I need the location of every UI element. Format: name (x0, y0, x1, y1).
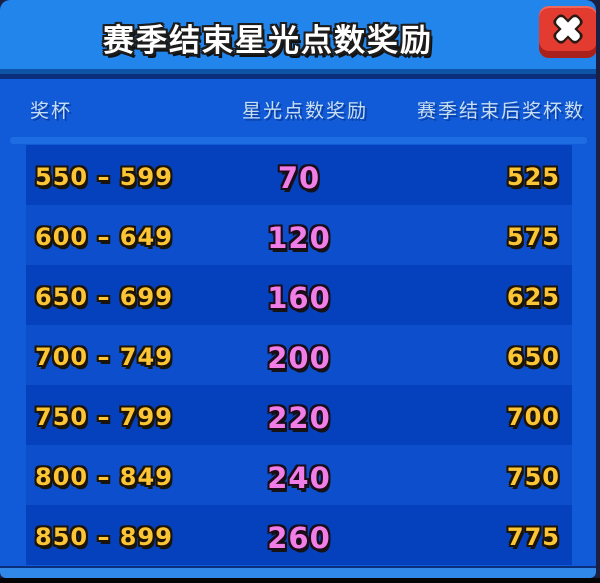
trophies-after-season: 625 (506, 283, 560, 312)
table-top-highlight (10, 137, 587, 144)
trophy-range: 750 – 799 (35, 403, 173, 432)
star-point-reward: 160 (267, 281, 331, 315)
table-row: 700 – 749 200 650 (26, 325, 572, 385)
table-header-row: 奖杯 星光点数奖励 赛季结束后奖杯数 (0, 96, 596, 126)
trophy-range: 550 – 599 (35, 163, 173, 192)
trophies-after-season: 775 (506, 523, 560, 552)
trophy-range: 600 – 649 (35, 223, 173, 252)
titlebar-divider-top (0, 69, 596, 74)
close-x-icon (550, 11, 586, 47)
screen-bottom-strip (0, 578, 600, 583)
header-trophies: 奖杯 (30, 100, 73, 122)
dialog-title: 赛季结束星光点数奖励 (103, 23, 433, 59)
star-point-reward: 200 (267, 341, 331, 375)
header-star-point-reward: 星光点数奖励 (241, 100, 368, 122)
trophy-range: 850 – 899 (35, 523, 173, 552)
star-point-reward: 120 (267, 221, 331, 255)
star-point-reward: 260 (267, 521, 331, 555)
star-point-reward: 220 (267, 401, 331, 435)
dialog-titlebar: 赛季结束星光点数奖励 (0, 0, 596, 69)
table-row: 600 – 649 120 575 (26, 205, 572, 265)
reward-table: 550 – 599 70 525 600 – 649 120 575 650 –… (26, 145, 572, 565)
table-row: 850 – 899 260 775 (26, 505, 572, 565)
trophies-after-season: 650 (506, 343, 560, 372)
star-point-reward: 70 (277, 161, 321, 195)
trophies-after-season: 750 (506, 463, 560, 492)
panel-bottom-edge (0, 566, 596, 578)
trophies-after-season: 575 (506, 223, 560, 252)
trophy-range: 650 – 699 (35, 283, 173, 312)
close-button[interactable] (539, 6, 596, 58)
titlebar-divider-bottom (0, 74, 596, 79)
star-point-reward: 240 (267, 461, 331, 495)
table-row: 800 – 849 240 750 (26, 445, 572, 505)
trophy-range: 800 – 849 (35, 463, 173, 492)
table-row: 650 – 699 160 625 (26, 265, 572, 325)
trophies-after-season: 700 (506, 403, 560, 432)
header-trophies-after-season: 赛季结束后奖杯数 (416, 100, 585, 122)
trophies-after-season: 525 (506, 163, 560, 192)
trophy-range: 700 – 749 (35, 343, 173, 372)
table-row: 550 – 599 70 525 (26, 145, 572, 205)
table-row: 750 – 799 220 700 (26, 385, 572, 445)
